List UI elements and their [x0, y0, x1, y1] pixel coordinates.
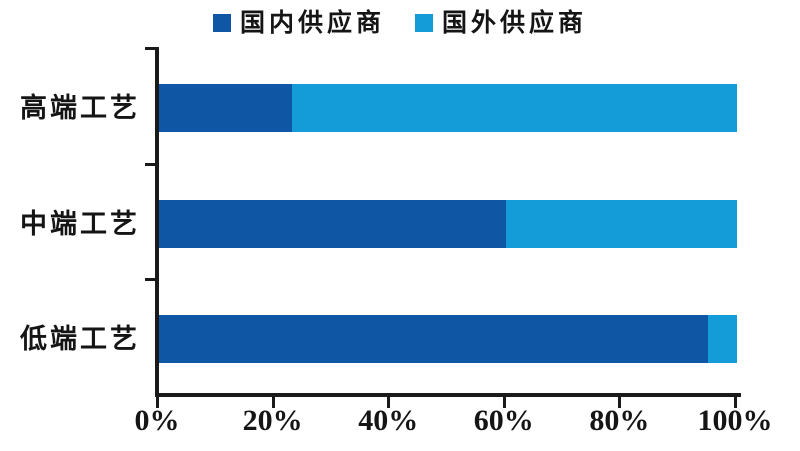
bar-segment-国外供应商-低端工艺 — [708, 315, 737, 364]
x-axis-tick-label: 80% — [589, 404, 650, 437]
bar-segment-国外供应商-中端工艺 — [505, 199, 737, 248]
x-axis-tick-label: 60% — [473, 404, 534, 437]
bar-segment-国内供应商-中端工艺 — [159, 199, 506, 248]
x-axis-tick-label: 0% — [134, 404, 180, 437]
category-label: 低端工艺 — [20, 324, 140, 355]
category-label: 高端工艺 — [20, 92, 140, 123]
legend: 国内供应商 国外供应商 — [0, 8, 800, 38]
x-axis-tick — [734, 397, 737, 408]
x-axis-tick — [156, 397, 159, 408]
x-axis-tick — [502, 397, 506, 408]
x-axis-tick-label: 20% — [242, 404, 303, 437]
bar-segment-国内供应商-高端工艺 — [159, 83, 292, 132]
y-axis-line — [155, 47, 159, 397]
x-axis-tick-label: 40% — [358, 404, 419, 437]
legend-swatch-domestic-icon — [212, 14, 231, 32]
x-axis-tick-label: 100% — [697, 404, 773, 437]
legend-item-foreign: 国外供应商 — [415, 9, 587, 37]
legend-label-domestic: 国内供应商 — [239, 9, 385, 37]
x-axis-tick — [271, 397, 275, 408]
y-axis-tick — [145, 162, 155, 166]
y-axis-tick — [145, 47, 155, 50]
y-axis-tick — [145, 278, 155, 282]
legend-label-foreign: 国外供应商 — [442, 9, 588, 37]
bar-segment-国外供应商-高端工艺 — [291, 83, 737, 132]
legend-item-domestic: 国内供应商 — [212, 9, 385, 37]
x-axis-tick — [387, 397, 391, 408]
x-axis-tick — [618, 397, 622, 408]
legend-swatch-foreign-icon — [415, 14, 433, 32]
x-axis-line — [155, 393, 741, 397]
category-label: 中端工艺 — [20, 208, 140, 239]
bar-segment-国内供应商-低端工艺 — [159, 315, 709, 364]
